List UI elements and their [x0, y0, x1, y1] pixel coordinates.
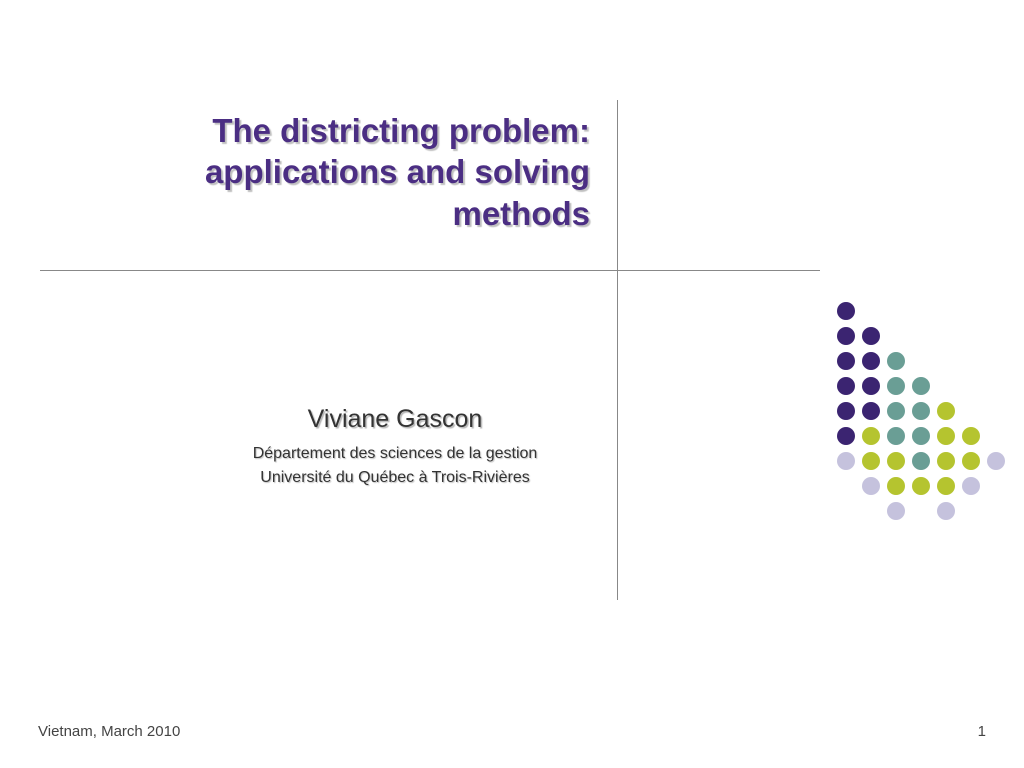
- title-block: The districting problem: applications an…: [195, 110, 590, 234]
- decorative-dot-grid: [835, 300, 1015, 530]
- author-department: Département des sciences de la gestion: [200, 442, 590, 466]
- vertical-divider: [617, 100, 618, 600]
- footer-location-date: Vietnam, March 2010: [38, 723, 180, 740]
- author-block: Viviane Gascon Département des sciences …: [200, 405, 590, 490]
- author-name: Viviane Gascon: [200, 405, 590, 434]
- author-university: Université du Québec à Trois-Rivières: [200, 466, 590, 490]
- slide-title: The districting problem: applications an…: [195, 110, 590, 234]
- page-number: 1: [978, 723, 986, 740]
- horizontal-divider: [40, 270, 820, 271]
